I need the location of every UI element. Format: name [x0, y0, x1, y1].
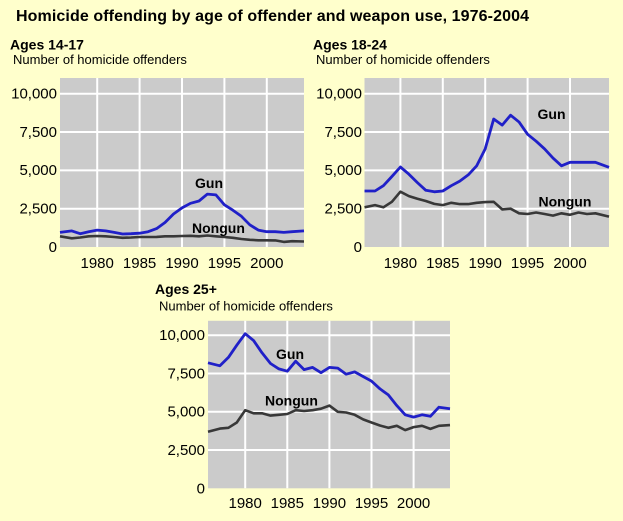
svg-text:1985: 1985 — [123, 255, 156, 272]
svg-text:10,000: 10,000 — [316, 86, 362, 103]
svg-text:1995: 1995 — [208, 255, 241, 272]
svg-text:1985: 1985 — [271, 495, 304, 512]
svg-text:1990: 1990 — [469, 255, 502, 272]
svg-text:1995: 1995 — [355, 495, 388, 512]
svg-text:Nongun: Nongun — [265, 392, 318, 408]
svg-text:Homicide offending by age of o: Homicide offending by age of offender an… — [16, 8, 529, 25]
svg-text:1980: 1980 — [384, 255, 417, 272]
svg-text:5,000: 5,000 — [324, 162, 362, 179]
svg-text:Gun: Gun — [195, 175, 223, 191]
svg-text:7,500: 7,500 — [324, 124, 362, 141]
svg-text:1995: 1995 — [511, 255, 544, 272]
svg-text:Ages 25+: Ages 25+ — [155, 281, 217, 297]
svg-text:Number of homicide offenders: Number of homicide offenders — [159, 299, 333, 314]
svg-text:2000: 2000 — [250, 255, 283, 272]
svg-text:Ages 14-17: Ages 14-17 — [10, 37, 84, 53]
svg-text:0: 0 — [354, 239, 362, 256]
svg-text:2,500: 2,500 — [167, 442, 205, 459]
svg-text:Nongun: Nongun — [539, 194, 592, 210]
svg-text:7,500: 7,500 — [19, 124, 57, 141]
svg-text:Number of homicide offenders: Number of homicide offenders — [13, 52, 187, 67]
svg-text:5,000: 5,000 — [19, 162, 57, 179]
svg-text:5,000: 5,000 — [167, 404, 205, 421]
svg-text:2,500: 2,500 — [19, 201, 57, 218]
svg-text:1980: 1980 — [229, 495, 262, 512]
svg-text:Gun: Gun — [538, 106, 566, 122]
svg-text:0: 0 — [49, 239, 57, 256]
svg-text:2000: 2000 — [397, 495, 430, 512]
svg-text:Gun: Gun — [276, 346, 304, 362]
svg-text:Ages 18-24: Ages 18-24 — [313, 37, 387, 53]
svg-text:0: 0 — [197, 480, 205, 497]
svg-text:1980: 1980 — [81, 255, 114, 272]
svg-text:1985: 1985 — [426, 255, 459, 272]
svg-text:10,000: 10,000 — [159, 327, 205, 344]
svg-text:1990: 1990 — [313, 495, 346, 512]
svg-text:10,000: 10,000 — [11, 86, 57, 103]
svg-text:2,500: 2,500 — [324, 201, 362, 218]
svg-text:7,500: 7,500 — [167, 365, 205, 382]
svg-text:2000: 2000 — [553, 255, 586, 272]
svg-text:Nongun: Nongun — [192, 220, 245, 236]
svg-text:1990: 1990 — [165, 255, 198, 272]
svg-text:Number of homicide offenders: Number of homicide offenders — [316, 52, 490, 67]
